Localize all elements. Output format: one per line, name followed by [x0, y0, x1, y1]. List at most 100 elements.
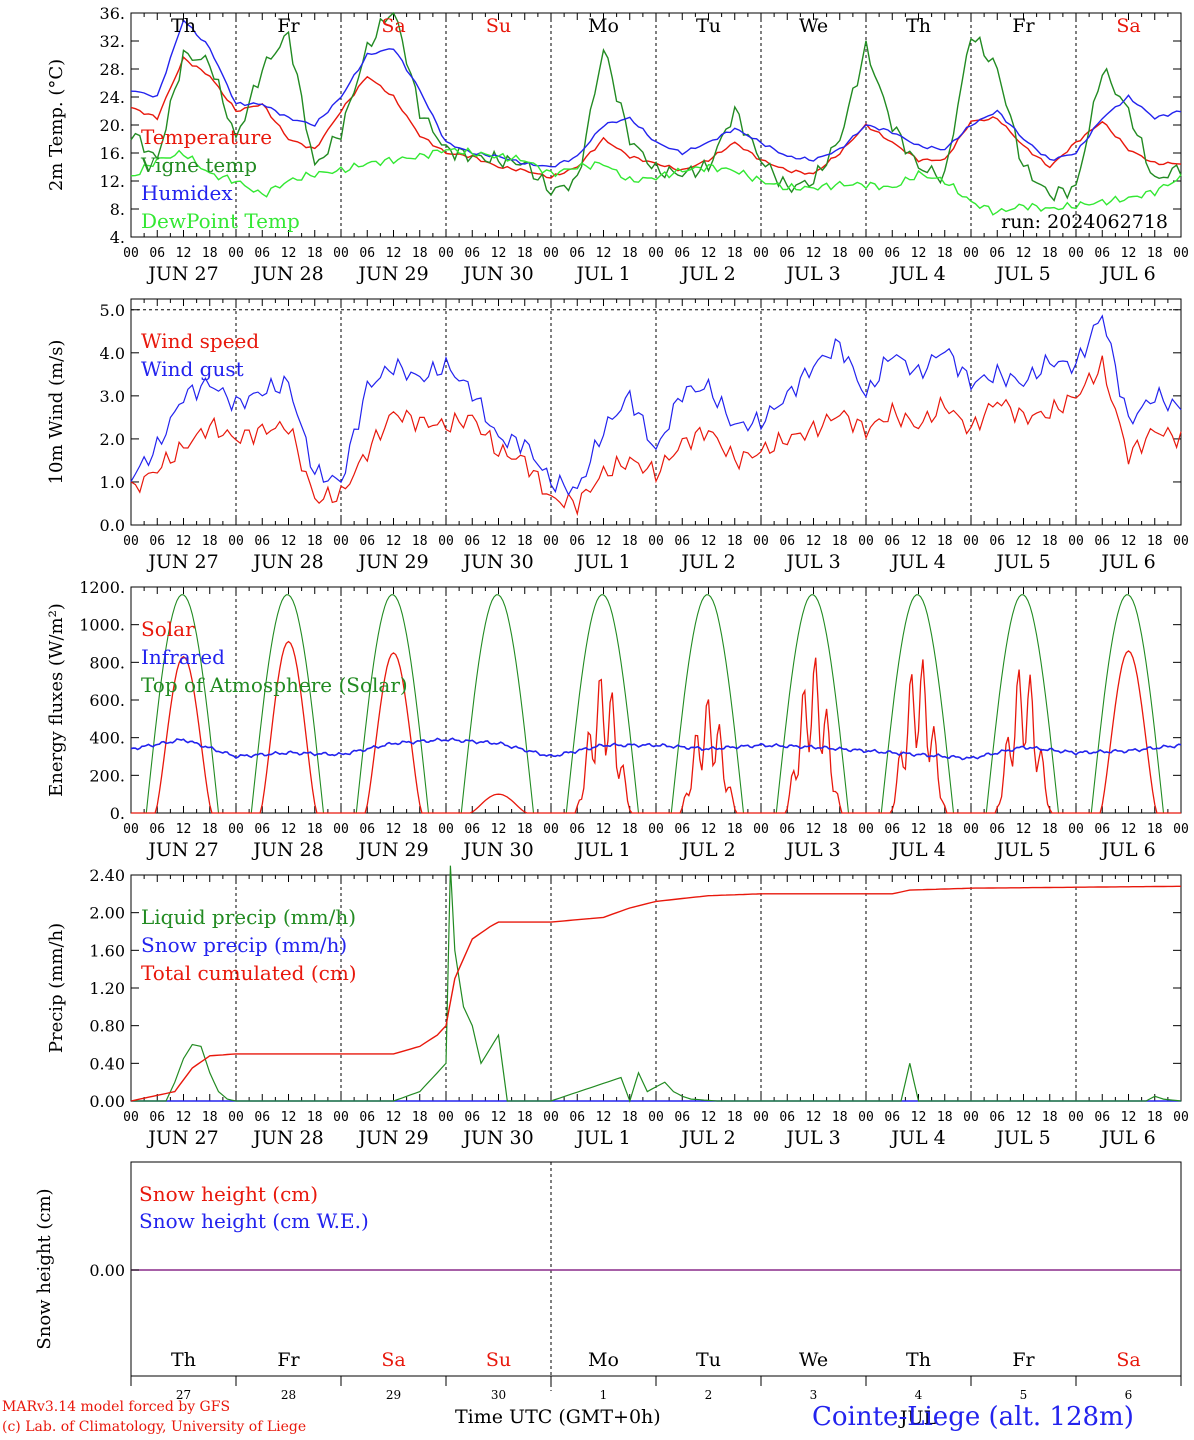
legend-entry: Snow precip (mm/h): [141, 933, 347, 957]
hour-tick-label: 06: [674, 822, 690, 837]
hour-tick-label: 06: [779, 822, 795, 837]
hour-tick-label: 12: [176, 1110, 192, 1125]
hour-tick-label: 00: [123, 534, 139, 549]
date-label: JUN 29: [356, 1127, 428, 1149]
hour-tick-label: 18: [727, 1110, 743, 1125]
hour-tick-label: 18: [517, 1110, 533, 1125]
hour-tick-label: 18: [202, 534, 218, 549]
weekday-label: Th: [906, 15, 931, 37]
legend-entry: Snow height (cm): [139, 1182, 318, 1206]
hour-tick-label: 18: [832, 534, 848, 549]
hour-tick-label: 06: [359, 246, 375, 261]
hour-tick-label: 06: [674, 1110, 690, 1125]
date-label: JUN 28: [251, 1127, 323, 1149]
precip-panel: 0.00 0.40 0.80 1.20 1.60 2.00 2.40 00 06 12 18 00 06…: [46, 865, 1189, 1149]
date-label: JUL 4: [889, 263, 945, 285]
y-tick-label: 36.: [100, 4, 125, 23]
hour-tick-label: 12: [1016, 534, 1032, 549]
hour-tick-label: 18: [517, 534, 533, 549]
y-tick-label: 2.0: [100, 430, 125, 449]
y-tick-label: 0.00: [89, 1092, 125, 1111]
date-label: JUN 29: [356, 263, 428, 285]
hour-tick-label: 06: [149, 246, 165, 261]
hour-tick-label: 06: [884, 534, 900, 549]
hour-tick-label: 00: [753, 822, 769, 837]
hour-tick-label: 00: [963, 246, 979, 261]
date-label: JUN 30: [461, 263, 533, 285]
y-tick-label: 16.: [100, 144, 125, 163]
date-label: JUN 29: [356, 551, 428, 573]
series-line-liquid-precip: [131, 865, 1182, 1103]
hour-tick-label: 18: [832, 1110, 848, 1125]
hour-tick-label: 18: [1147, 246, 1163, 261]
hour-tick-label: 00: [438, 822, 454, 837]
date-label: JUL 6: [1099, 551, 1155, 573]
hour-tick-label: 18: [1147, 534, 1163, 549]
hour-tick-label: 12: [911, 534, 927, 549]
hour-tick-label: 06: [569, 534, 585, 549]
series-line-solar: [131, 640, 1181, 814]
hour-tick-label: 06: [989, 822, 1005, 837]
hour-tick-label: 18: [307, 822, 323, 837]
legend-entry: Infrared: [141, 645, 225, 669]
hour-tick-label: 18: [412, 246, 428, 261]
date-label: JUL 2: [679, 263, 735, 285]
hour-tick-label: 00: [1173, 1110, 1189, 1125]
hour-tick-label: 18: [622, 246, 638, 261]
hour-tick-label: 00: [648, 246, 664, 261]
hour-tick-label: 00: [858, 246, 874, 261]
hour-tick-label: 12: [1121, 534, 1137, 549]
series-line-wind-gust: [130, 314, 1182, 496]
date-label: JUL 5: [994, 551, 1050, 573]
hour-tick-label: 00: [963, 1110, 979, 1125]
hour-tick-label: 00: [963, 534, 979, 549]
legend-entry: Wind gust: [141, 357, 244, 381]
hour-tick-label: 00: [333, 534, 349, 549]
weekday-label: We: [799, 1349, 828, 1371]
hour-tick-label: 18: [622, 822, 638, 837]
hour-tick-label: 18: [412, 822, 428, 837]
date-label: JUN 29: [356, 839, 428, 861]
hour-tick-label: 18: [307, 1110, 323, 1125]
hour-tick-label: 18: [937, 822, 953, 837]
date-label: JUL 4: [889, 1127, 945, 1149]
series-line-wind-speed: [130, 355, 1182, 517]
hour-tick-label: 06: [464, 246, 480, 261]
hour-tick-label: 06: [359, 1110, 375, 1125]
y-tick-label: 2.00: [89, 904, 125, 923]
hour-tick-label: 06: [674, 534, 690, 549]
hour-tick-label: 12: [701, 534, 717, 549]
date-label: JUN 28: [251, 551, 323, 573]
hour-tick-label: 18: [202, 822, 218, 837]
y-tick-label: 0.0: [100, 516, 125, 535]
hour-tick-label: 06: [1094, 534, 1110, 549]
day-number-label: 1: [600, 1388, 608, 1402]
hour-tick-label: 18: [412, 1110, 428, 1125]
hour-tick-label: 06: [149, 822, 165, 837]
hour-tick-label: 00: [648, 534, 664, 549]
weekday-label: Th: [171, 15, 196, 37]
hour-tick-label: 00: [858, 1110, 874, 1125]
hour-tick-label: 12: [1121, 822, 1137, 837]
run-annotation: run: 2024062718: [1001, 211, 1168, 233]
weekday-label: Fr: [277, 15, 300, 37]
hour-tick-label: 06: [1094, 246, 1110, 261]
date-label: JUL 2: [679, 551, 735, 573]
date-label: JUL 6: [1099, 839, 1155, 861]
hour-tick-label: 06: [1094, 822, 1110, 837]
y-tick-label: 800.: [89, 653, 125, 672]
y-tick-label: 1.20: [89, 979, 125, 998]
date-label: JUL 5: [994, 1127, 1050, 1149]
hour-tick-label: 06: [989, 534, 1005, 549]
hour-tick-label: 12: [1121, 246, 1137, 261]
hour-tick-label: 06: [569, 1110, 585, 1125]
hour-tick-label: 06: [1094, 1110, 1110, 1125]
hour-tick-label: 00: [858, 822, 874, 837]
date-label: JUL 1: [574, 551, 630, 573]
hour-tick-label: 12: [281, 1110, 297, 1125]
hour-tick-label: 18: [937, 1110, 953, 1125]
hour-tick-label: 06: [464, 1110, 480, 1125]
date-label: JUL 1: [574, 1127, 630, 1149]
hour-tick-label: 00: [123, 1110, 139, 1125]
